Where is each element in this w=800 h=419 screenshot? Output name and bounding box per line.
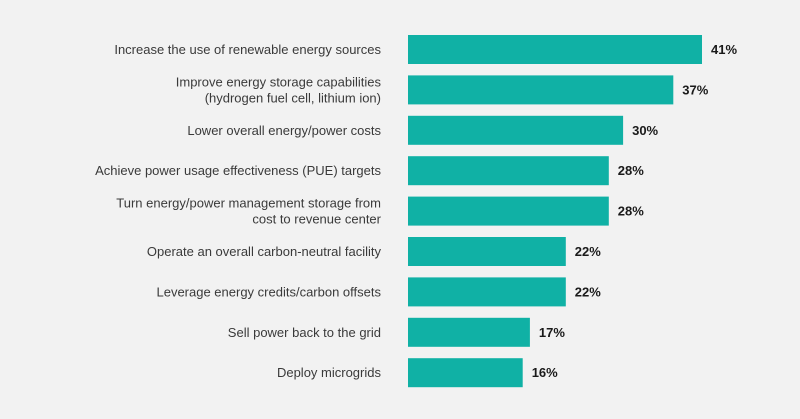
- category-label: Achieve power usage effectiveness (PUE) …: [95, 163, 381, 178]
- category-label: Leverage energy credits/carbon offsets: [156, 284, 381, 299]
- value-label: 37%: [682, 82, 708, 97]
- value-label: 28%: [618, 163, 644, 178]
- bar: [408, 237, 566, 266]
- category-label-line: Leverage energy credits/carbon offsets: [156, 284, 381, 299]
- bar: [408, 277, 566, 307]
- category-label-line: Improve energy storage capabilities: [176, 74, 382, 89]
- category-label-line: cost to revenue center: [252, 212, 381, 227]
- category-label: Improve energy storage capabilities (hydr…: [176, 74, 382, 105]
- category-label-line: Lower overall energy/power costs: [187, 123, 381, 138]
- bar: [408, 115, 624, 145]
- category-label-line: Turn energy/power management storage fro…: [116, 196, 381, 211]
- bar: [408, 196, 609, 226]
- category-label-line: Deploy microgrids: [277, 365, 382, 380]
- bar: [408, 35, 702, 64]
- value-label: 41%: [711, 42, 737, 57]
- bar: [408, 156, 609, 186]
- bar: [408, 358, 523, 388]
- bar: [408, 75, 674, 105]
- category-label: Increase the use of renewable energy sou…: [114, 42, 381, 57]
- value-label: 28%: [618, 204, 644, 219]
- category-label: Deploy microgrids: [277, 365, 382, 380]
- value-label: 30%: [632, 123, 658, 138]
- category-label: Operate an overall carbon-neutral facili…: [147, 244, 382, 259]
- value-label: 22%: [575, 244, 601, 259]
- category-label-line: Sell power back to the grid: [228, 325, 381, 340]
- category-label: Turn energy/power management storage fro…: [116, 196, 381, 227]
- category-label-line: Increase the use of renewable energy sou…: [114, 42, 381, 57]
- category-label-line: (hydrogen fuel cell, lithium ion): [205, 90, 381, 105]
- category-label-line: Achieve power usage effectiveness (PUE) …: [95, 163, 381, 178]
- category-label-line: Operate an overall carbon-neutral facili…: [147, 244, 382, 259]
- category-label: Sell power back to the grid: [228, 325, 381, 340]
- category-label: Lower overall energy/power costs: [187, 123, 381, 138]
- bar: [408, 317, 530, 347]
- value-label: 16%: [532, 365, 558, 380]
- value-label: 22%: [575, 284, 601, 299]
- value-label: 17%: [539, 325, 565, 340]
